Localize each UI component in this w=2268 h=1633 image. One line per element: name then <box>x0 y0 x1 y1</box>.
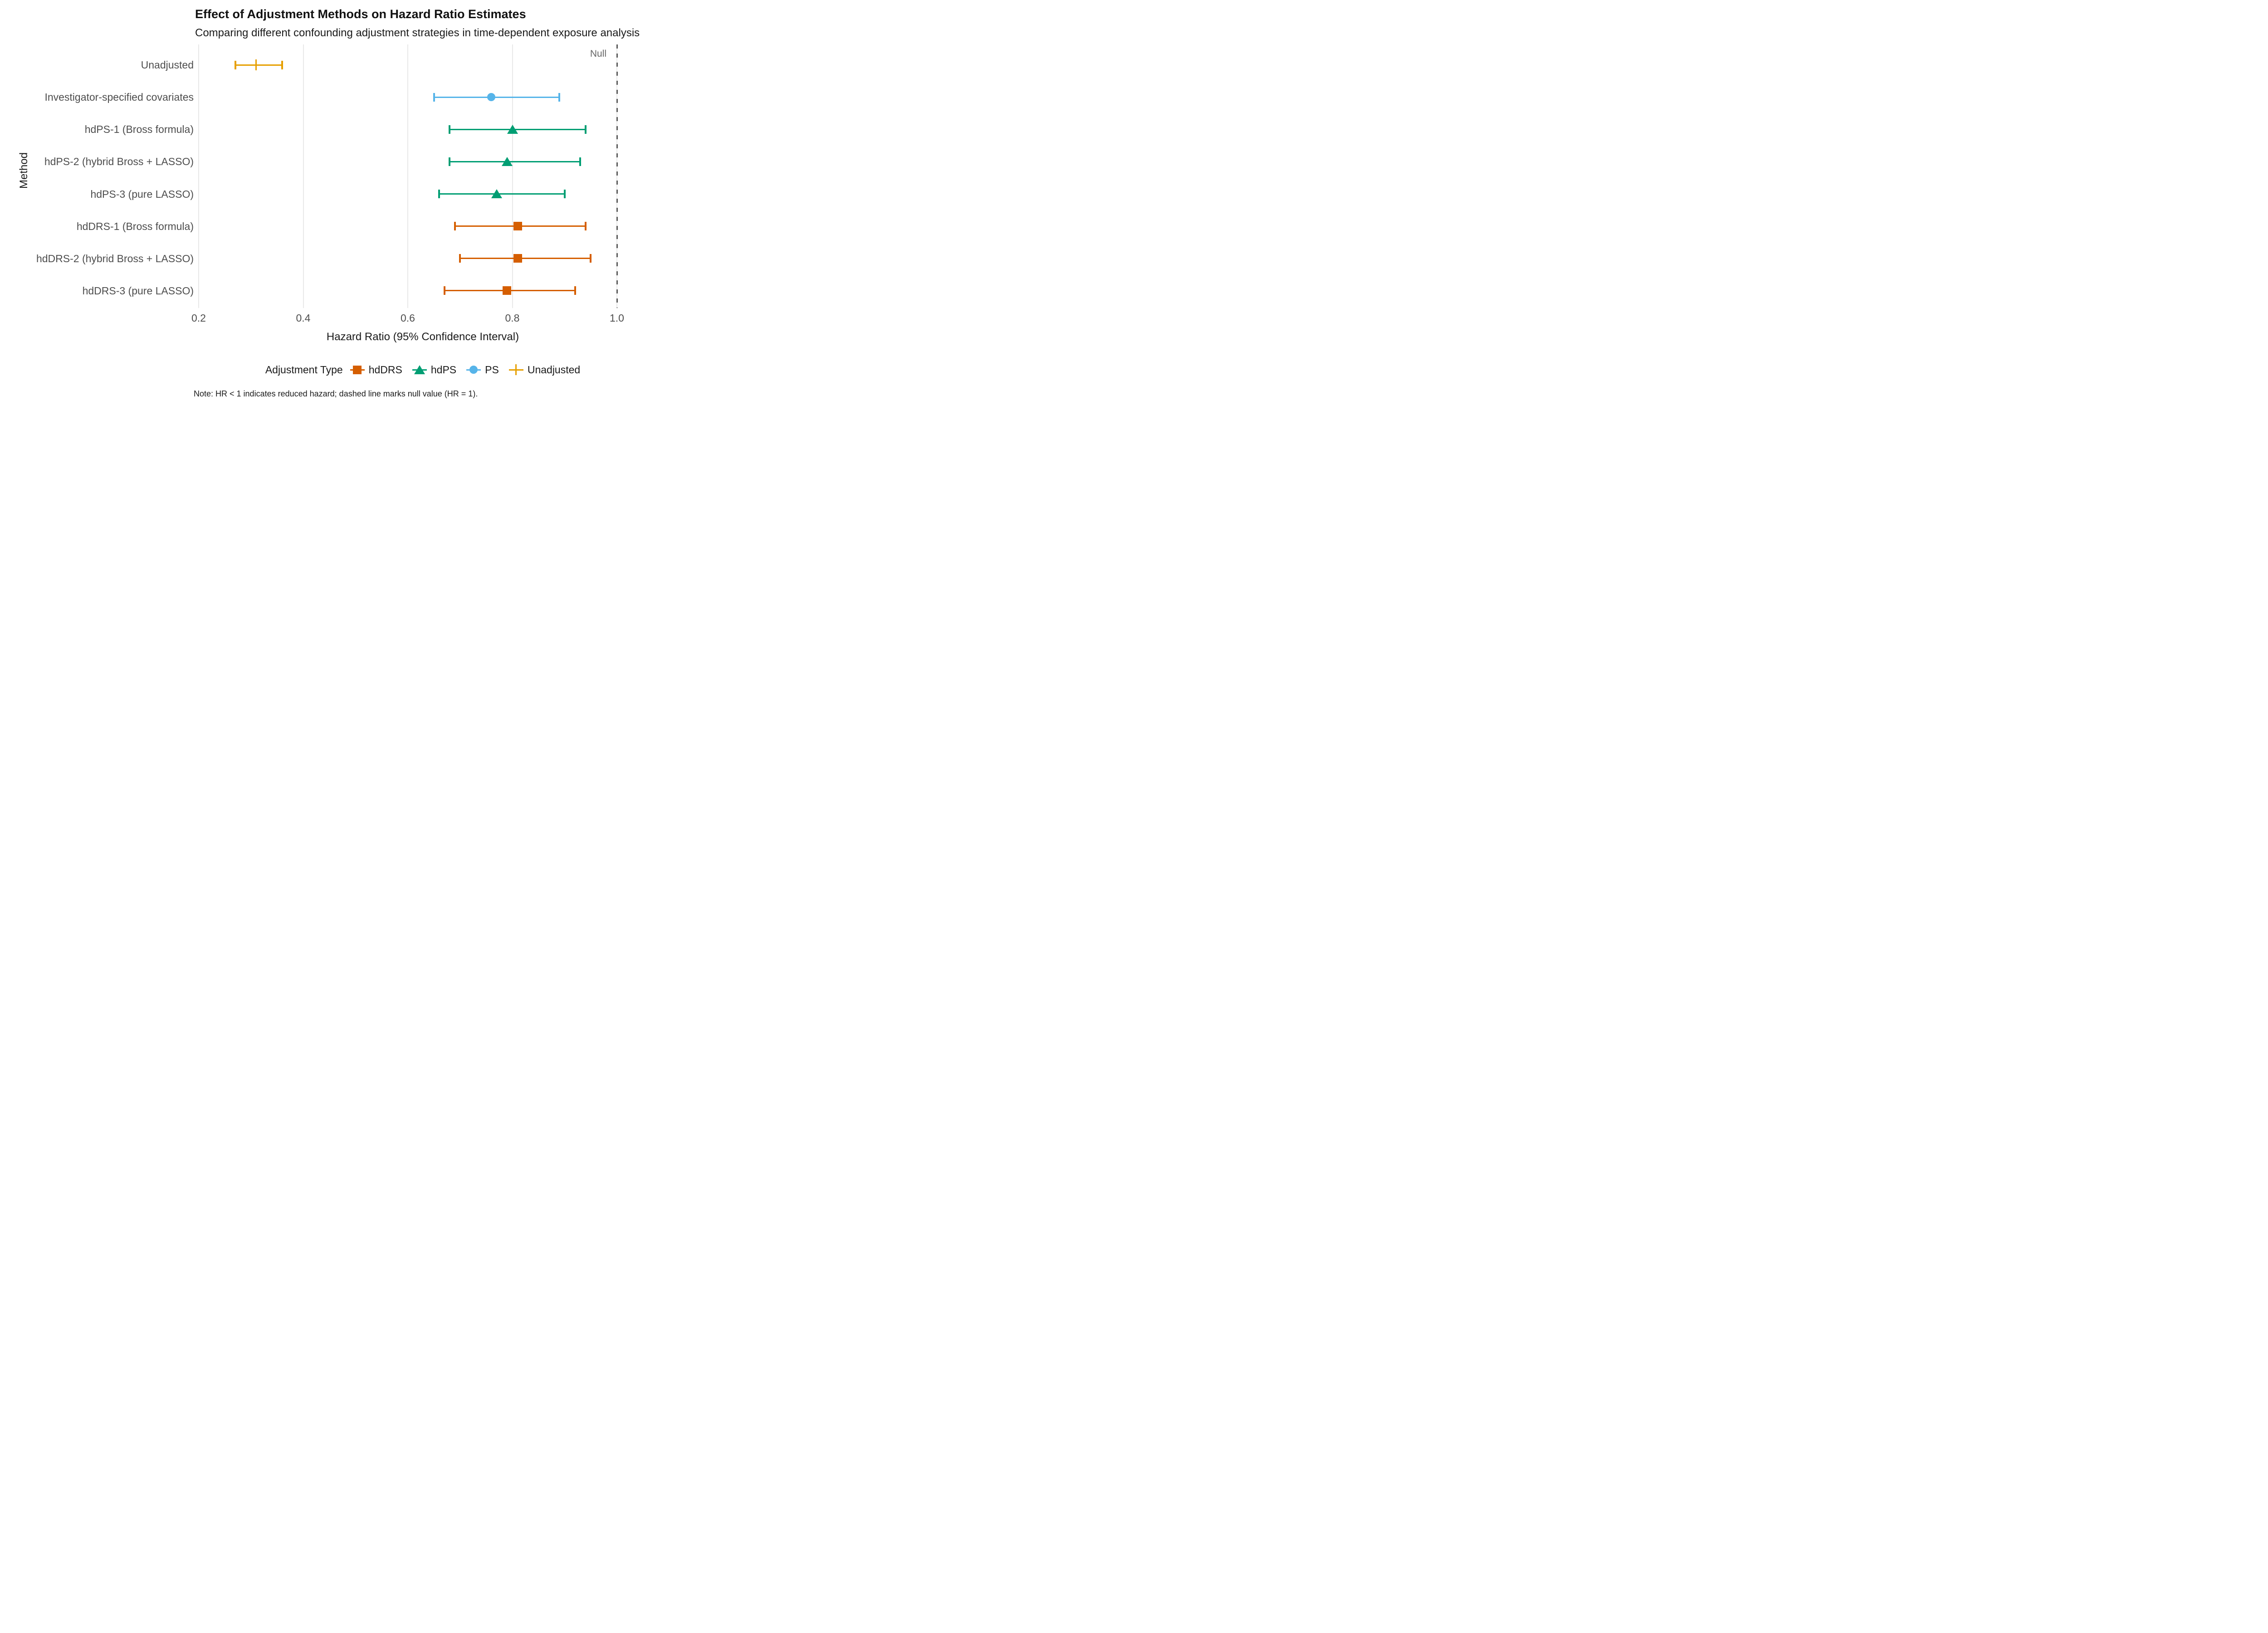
y-category-label: hdDRS-3 (pure LASSO) <box>82 284 194 297</box>
ci-cap <box>449 157 451 166</box>
x-gridline <box>303 44 304 308</box>
ci-cap <box>563 190 566 199</box>
legend-key-square <box>350 363 365 376</box>
plot-panel: Unadjusted Investigator-specified covaria… <box>0 0 680 408</box>
ci-cap <box>443 286 445 295</box>
point-marker-circle <box>469 366 478 374</box>
null-annotation: Null <box>590 49 606 59</box>
ci-cap <box>584 125 587 134</box>
ci-cap <box>579 157 582 166</box>
ci-line <box>460 258 591 259</box>
y-category-label: Investigator-specified covariates <box>44 91 194 103</box>
legend-entry: Unadjusted <box>508 363 581 376</box>
point-marker-triangle <box>414 365 425 374</box>
forest-plot-figure: Effect of Adjustment Methods on Hazard R… <box>0 0 680 408</box>
point-marker-square <box>353 365 362 374</box>
point-marker-square <box>513 254 522 263</box>
chart-subtitle: Comparing different confounding adjustme… <box>195 27 640 39</box>
ci-cap <box>558 93 561 102</box>
y-category-label: hdPS-3 (pure LASSO) <box>90 188 194 200</box>
x-tick-label: 0.8 <box>505 312 520 324</box>
x-gridline <box>407 44 408 308</box>
x-tick-label: 0.4 <box>296 312 311 324</box>
x-gridline <box>198 44 199 308</box>
legend-key-vbar <box>515 364 517 375</box>
ci-cap <box>590 254 592 263</box>
x-axis-title: Hazard Ratio (95% Confidence Interval) <box>326 331 519 343</box>
ci-cap <box>459 254 461 263</box>
point-marker-square <box>513 222 522 231</box>
chart-title: Effect of Adjustment Methods on Hazard R… <box>195 7 526 21</box>
legend: Adjustment Type hdDRS hdPS PS Unadjusted <box>197 363 649 376</box>
ci-cap <box>234 60 236 69</box>
point-marker-triangle <box>507 124 518 134</box>
legend-key-circle <box>466 363 481 376</box>
ci-cap <box>584 222 587 231</box>
point-marker-triangle <box>491 189 502 199</box>
y-category-label: Unadjusted <box>141 59 194 71</box>
y-category-label: hdPS-2 (hybrid Bross + LASSO) <box>44 156 194 168</box>
y-category-label: hdDRS-1 (Bross formula) <box>76 220 194 232</box>
ci-cap <box>433 93 435 102</box>
ci-cap <box>438 190 440 199</box>
x-tick-label: 1.0 <box>610 312 624 324</box>
point-marker-circle <box>487 93 496 102</box>
ci-line <box>450 161 581 162</box>
point-marker-vbar <box>255 59 257 70</box>
footnote: Note: HR < 1 indicates reduced hazard; d… <box>194 389 478 398</box>
legend-title: Adjustment Type <box>265 363 343 376</box>
x-tick-label: 0.2 <box>191 312 206 324</box>
ci-line <box>434 96 560 98</box>
legend-entry-label: hdPS <box>430 363 457 376</box>
ci-line <box>235 64 283 66</box>
legend-entry-label: Unadjusted <box>527 363 581 376</box>
y-axis-title: Method <box>18 152 30 189</box>
point-marker-square <box>503 286 512 295</box>
legend-entry: hdDRS <box>350 363 402 376</box>
ci-cap <box>281 60 284 69</box>
null-reference-line <box>616 44 618 308</box>
legend-key-plus <box>508 363 523 376</box>
x-gridline <box>512 44 513 308</box>
legend-entry-label: PS <box>485 363 499 376</box>
y-category-label: hdPS-1 (Bross formula) <box>84 123 194 136</box>
legend-entry: hdPS <box>412 363 456 376</box>
legend-entry-label: hdDRS <box>368 363 402 376</box>
y-category-label: hdDRS-2 (hybrid Bross + LASSO) <box>36 252 194 264</box>
legend-entry: PS <box>466 363 499 376</box>
legend-key-triangle <box>412 363 427 376</box>
point-marker-triangle <box>501 156 513 166</box>
x-tick-label: 0.6 <box>401 312 415 324</box>
ci-cap <box>449 125 451 134</box>
ci-cap <box>574 286 576 295</box>
ci-cap <box>454 222 456 231</box>
